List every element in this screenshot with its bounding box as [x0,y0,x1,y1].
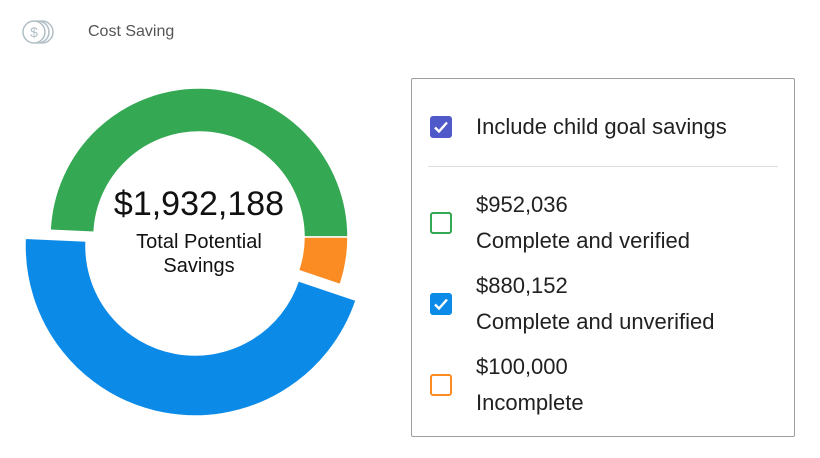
legend-label: Complete and unverified [476,309,715,334]
total-label: Total Potential Savings [136,231,262,277]
donut-slice-incomplete[interactable] [297,236,349,286]
include-child-checkbox[interactable] [430,116,452,138]
svg-text:$: $ [30,24,38,40]
coins-dollar-icon: $ [22,20,54,44]
card-title: Cost Saving [88,23,175,40]
legend-label: Complete and verified [476,228,691,253]
card-header: $ Cost Saving [20,18,174,46]
donut-hole [94,132,304,342]
legend-label: Incomplete [476,390,584,415]
total-value: $1,932,188 [113,185,285,223]
legend-amount: $952,036 [476,192,568,217]
donut-slice-complete-and-unverified[interactable] [24,237,358,417]
donut-chart [24,87,358,417]
include-child-label: Include child goal savings [476,114,727,139]
legend-checkbox-unverified[interactable] [430,293,452,315]
legend-item-unverified[interactable]: $880,152 Complete and unverified [430,268,714,340]
include-child-checkbox-row[interactable]: Include child goal savings [430,109,727,145]
legend-checkbox-incomplete[interactable] [430,374,452,396]
legend-checkbox-verified[interactable] [430,212,452,234]
legend-amount: $100,000 [476,354,568,379]
legend-amount: $880,152 [476,273,568,298]
legend-item-verified[interactable]: $952,036 Complete and verified [430,187,690,259]
legend-item-incomplete[interactable]: $100,000 Incomplete [430,349,584,421]
legend-panel: Include child goal savings $952,036 Compl… [411,78,795,437]
donut-center: $1,932,188 Total Potential Savings [99,185,299,278]
divider [428,166,778,167]
